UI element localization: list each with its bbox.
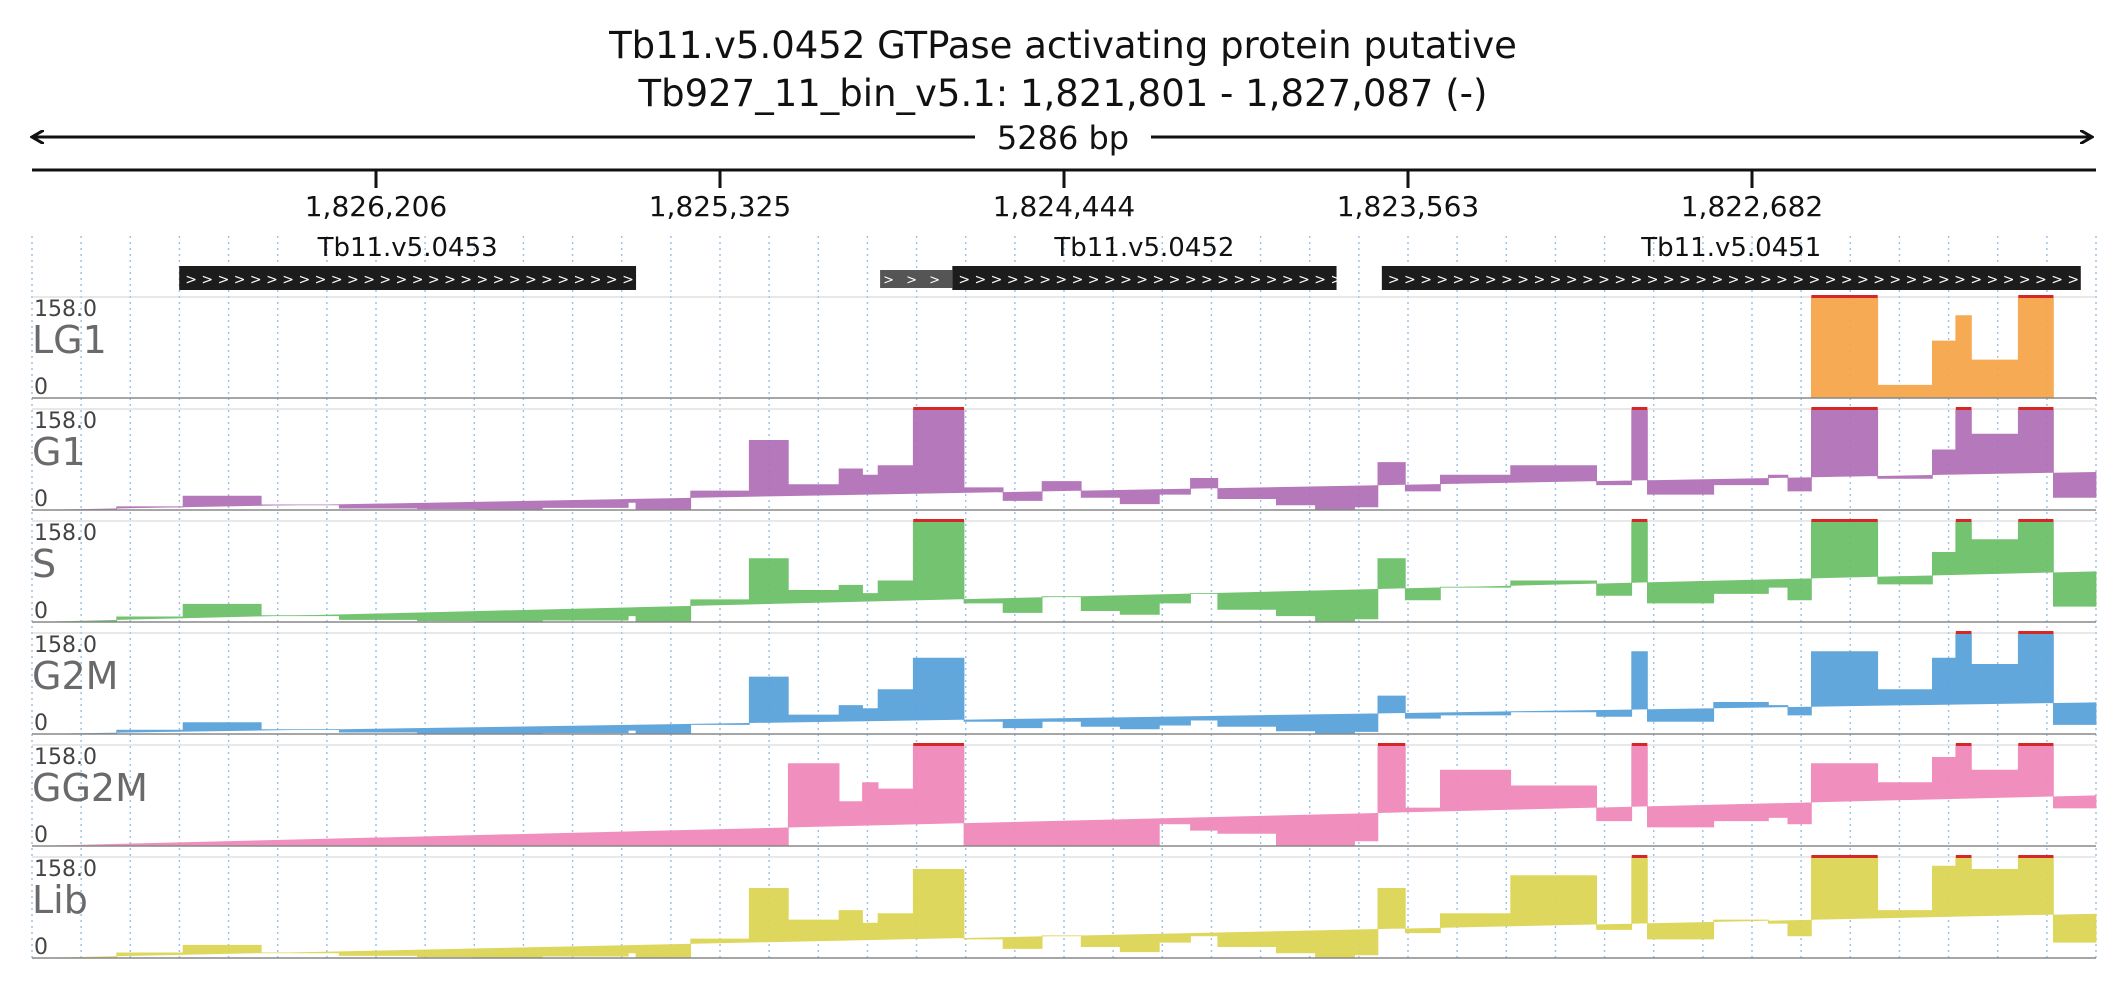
clipped-value-marker — [1956, 407, 1972, 410]
track-name: LG1 — [32, 318, 107, 362]
clipped-value-marker — [2018, 295, 2053, 298]
axis-ticks: 1,826,206 1,825,325 1,824,444 1,823,563 1,82… — [305, 170, 1824, 223]
clipped-value-marker — [1632, 407, 1648, 410]
track-min-label: 0 — [34, 375, 48, 400]
coverage-area — [32, 298, 2096, 398]
clipped-value-marker — [1378, 743, 1405, 746]
chart-subtitle: Tb927_11_bin_v5.1: 1,821,801 - 1,827,087… — [638, 72, 1488, 115]
track-min-label: 0 — [34, 935, 48, 960]
region-length-label: 5286 bp — [997, 119, 1129, 157]
clipped-value-marker — [2018, 407, 2053, 410]
gene-label: Tb11.v5.0453 — [317, 233, 498, 263]
track-min-label: 0 — [34, 487, 48, 512]
track-min-label: 0 — [34, 711, 48, 736]
track-min-label: 0 — [34, 599, 48, 624]
track-min-label: 0 — [34, 823, 48, 848]
gene-label: Tb11.v5.0452 — [1053, 233, 1234, 263]
clipped-value-marker — [1811, 519, 1877, 522]
clipped-value-marker — [2018, 855, 2053, 858]
clipped-value-marker — [2018, 631, 2053, 634]
gridlines — [32, 236, 2096, 962]
clipped-value-marker — [1632, 743, 1648, 746]
axis-tick-label: 1,825,325 — [649, 190, 792, 223]
clipped-value-marker — [913, 519, 964, 522]
clipped-value-marker — [1956, 631, 1972, 634]
track-name: Lib — [32, 878, 88, 922]
axis-tick-label: 1,824,444 — [993, 190, 1136, 223]
clipped-value-marker — [2018, 519, 2053, 522]
axis-tick-label: 1,822,682 — [1681, 190, 1824, 223]
clipped-value-marker — [1956, 855, 1972, 858]
clipped-value-marker — [1632, 855, 1648, 858]
clipped-value-marker — [1811, 295, 1877, 298]
gene-annotation-track: Tb11.v5.0453 > > > > > > > > > > > > > > … — [179, 233, 2126, 290]
utr-strand-chevrons: > > > — [883, 273, 944, 288]
clipped-value-marker — [2018, 743, 2053, 746]
clipped-value-marker — [1811, 407, 1877, 410]
coverage-area — [32, 634, 2096, 734]
axis-tick-label: 1,823,563 — [1337, 190, 1480, 223]
clipped-value-marker — [1632, 519, 1648, 522]
gene-label: Tb11.v5.0451 — [1640, 233, 1821, 263]
track-name: S — [32, 542, 56, 586]
clipped-value-marker — [913, 743, 964, 746]
chart-title: Tb11.v5.0452 GTPase activating protein p… — [608, 24, 1517, 67]
clipped-value-marker — [1956, 743, 1972, 746]
clipped-value-marker — [1956, 519, 1972, 522]
gene-strand-chevrons: > > > > > > > > > > > > > > > > > > > > … — [1388, 272, 2126, 288]
gene-strand-chevrons: > > > > > > > > > > > > > > > > > > > > … — [185, 272, 666, 288]
gene-strand-chevrons: > > > > > > > > > > > > > > > > > > > > … — [958, 272, 1358, 288]
clipped-value-marker — [1811, 855, 1877, 858]
axis-tick-label: 1,826,206 — [305, 190, 448, 223]
clipped-value-marker — [913, 407, 964, 410]
track-name: G1 — [32, 430, 86, 474]
track-name: GG2M — [32, 766, 148, 810]
track-name: G2M — [32, 654, 118, 698]
